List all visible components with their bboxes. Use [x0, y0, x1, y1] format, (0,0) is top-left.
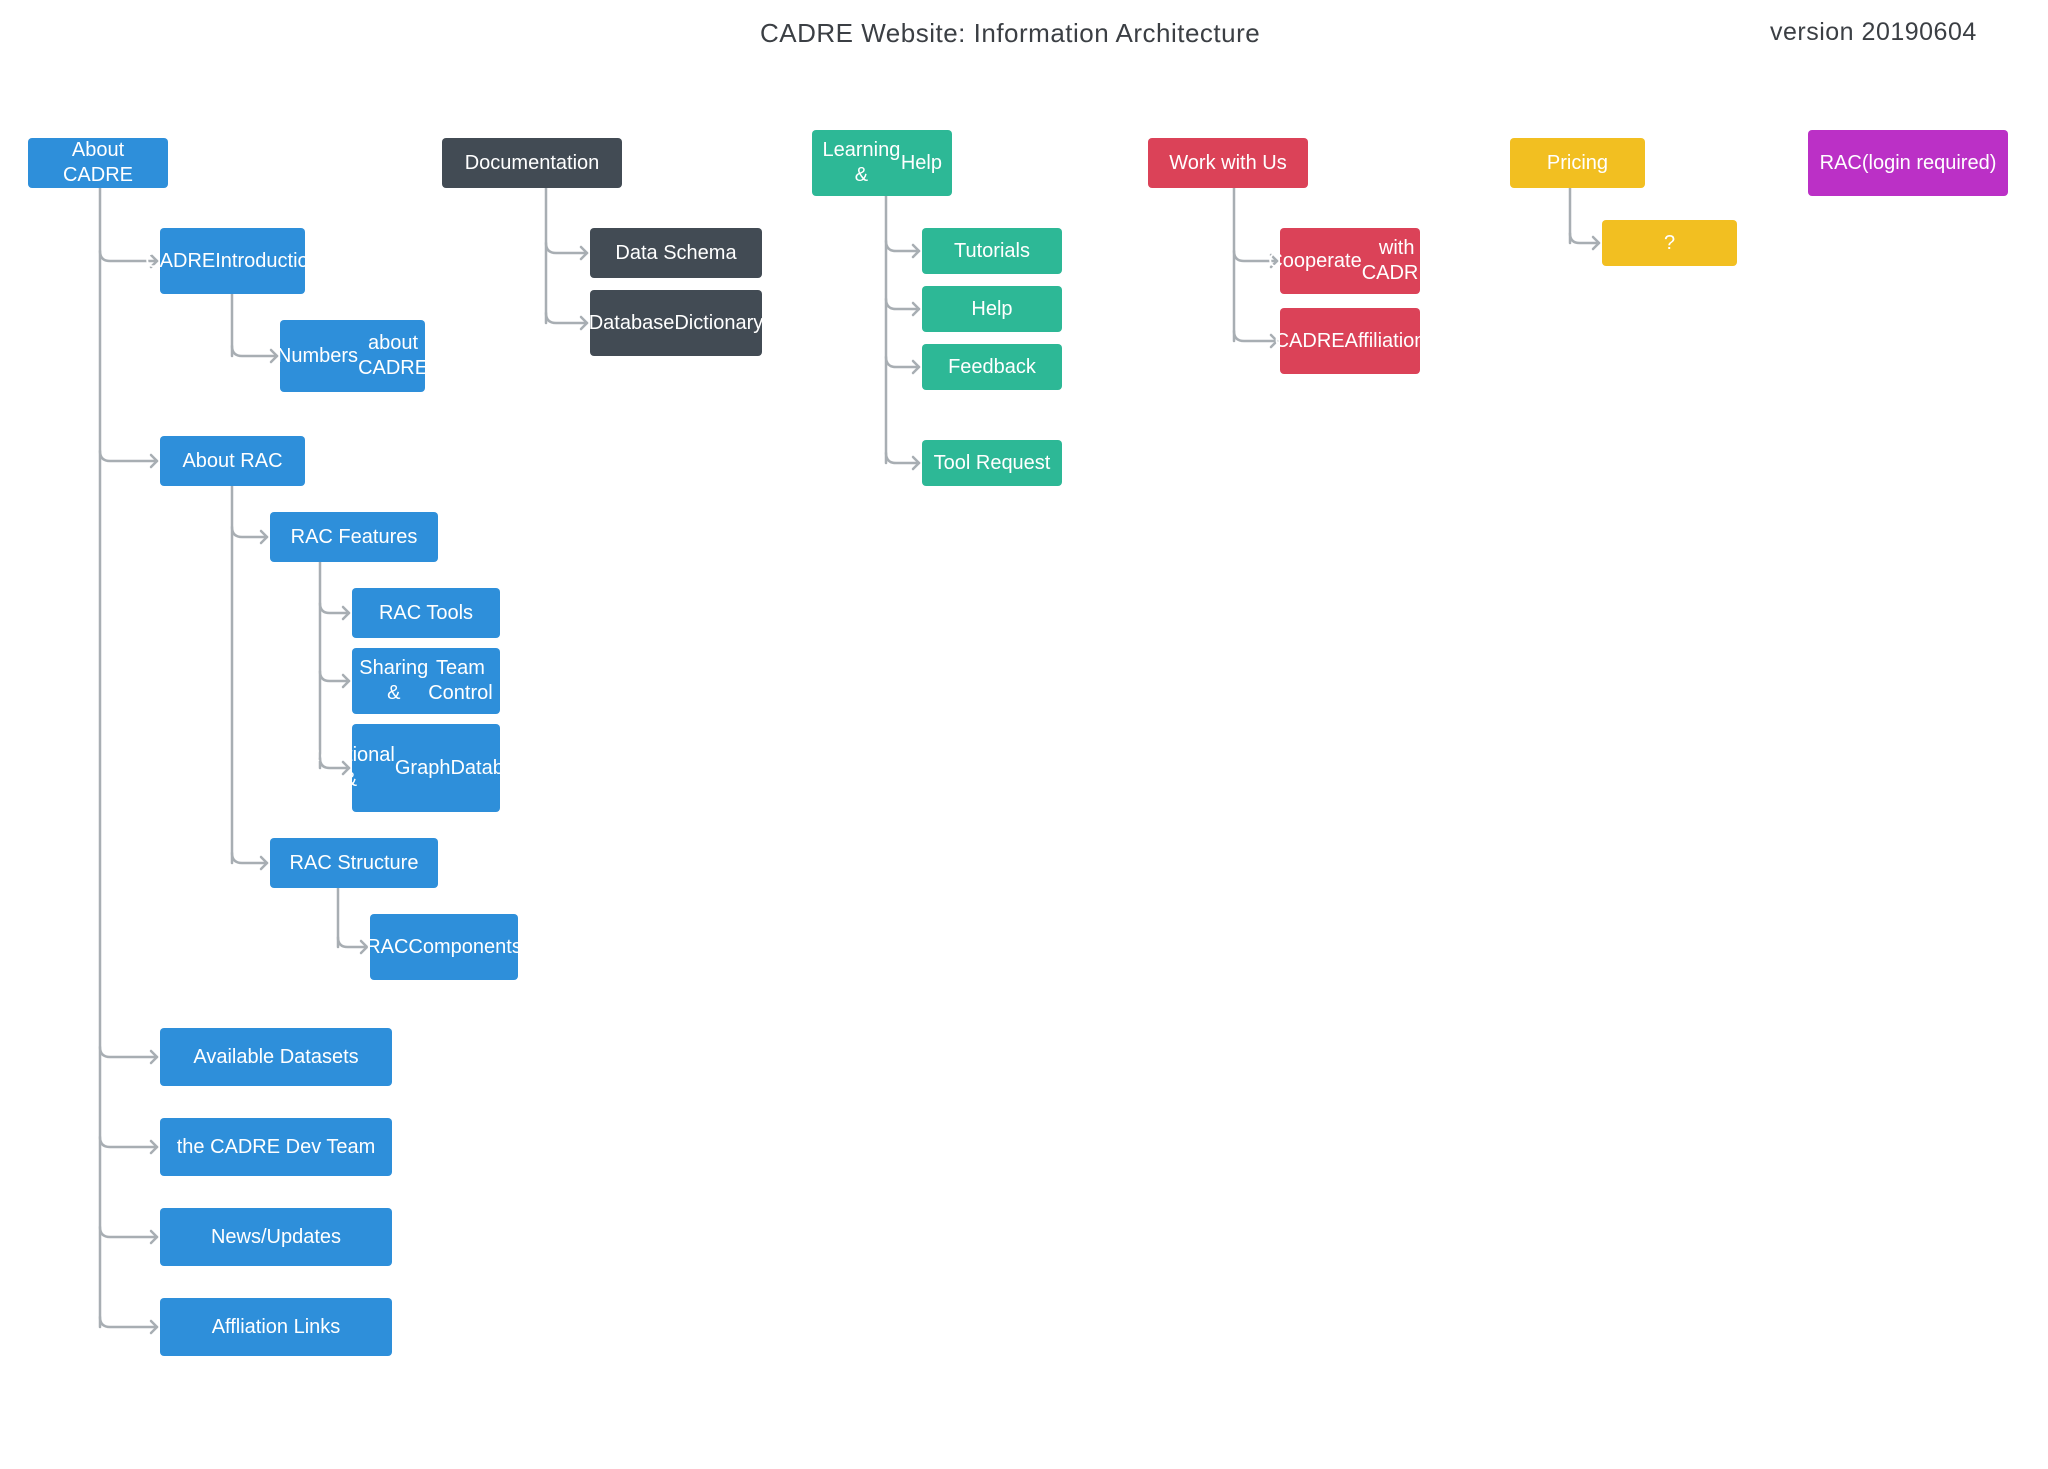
- node-numbers: Numbersabout CADRE: [280, 320, 425, 392]
- node-afflinks: Affliation Links: [160, 1298, 392, 1356]
- node-help: Help: [922, 286, 1062, 332]
- node-feedback: Feedback: [922, 344, 1062, 390]
- node-affil: CADREAffiliation: [1280, 308, 1420, 374]
- node-about: About CADRE: [28, 138, 168, 188]
- node-news: News/Updates: [160, 1208, 392, 1266]
- node-learn: Learning &Help: [812, 130, 952, 196]
- node-raccomp: RACComponents: [370, 914, 518, 980]
- node-devteam: the CADRE Dev Team: [160, 1118, 392, 1176]
- node-ractools: RAC Tools: [352, 588, 500, 638]
- page-title: CADRE Website: Information Architecture: [760, 18, 1260, 49]
- node-reldb: Relational &GraphDatabases: [352, 724, 500, 812]
- node-schema: Data Schema: [590, 228, 762, 278]
- node-rac: RAC(login required): [1808, 130, 2008, 196]
- node-racfeat: RAC Features: [270, 512, 438, 562]
- node-coop: Cooperatewith CADRE: [1280, 228, 1420, 294]
- diagram-stage: CADRE Website: Information Architecture …: [0, 0, 2048, 1469]
- node-toolreq: Tool Request: [922, 440, 1062, 486]
- node-dict: DatabaseDictionary: [590, 290, 762, 356]
- node-datasets: Available Datasets: [160, 1028, 392, 1086]
- node-intro: CADREIntroduction: [160, 228, 305, 294]
- node-doc: Documentation: [442, 138, 622, 188]
- node-sharing: Sharing &Team Control: [352, 648, 500, 714]
- node-pricing: Pricing: [1510, 138, 1645, 188]
- node-work: Work with Us: [1148, 138, 1308, 188]
- node-racstruct: RAC Structure: [270, 838, 438, 888]
- version-label: version 20190604: [1770, 18, 1977, 47]
- node-priceq: ?: [1602, 220, 1737, 266]
- node-aboutrac: About RAC: [160, 436, 305, 486]
- node-tutorials: Tutorials: [922, 228, 1062, 274]
